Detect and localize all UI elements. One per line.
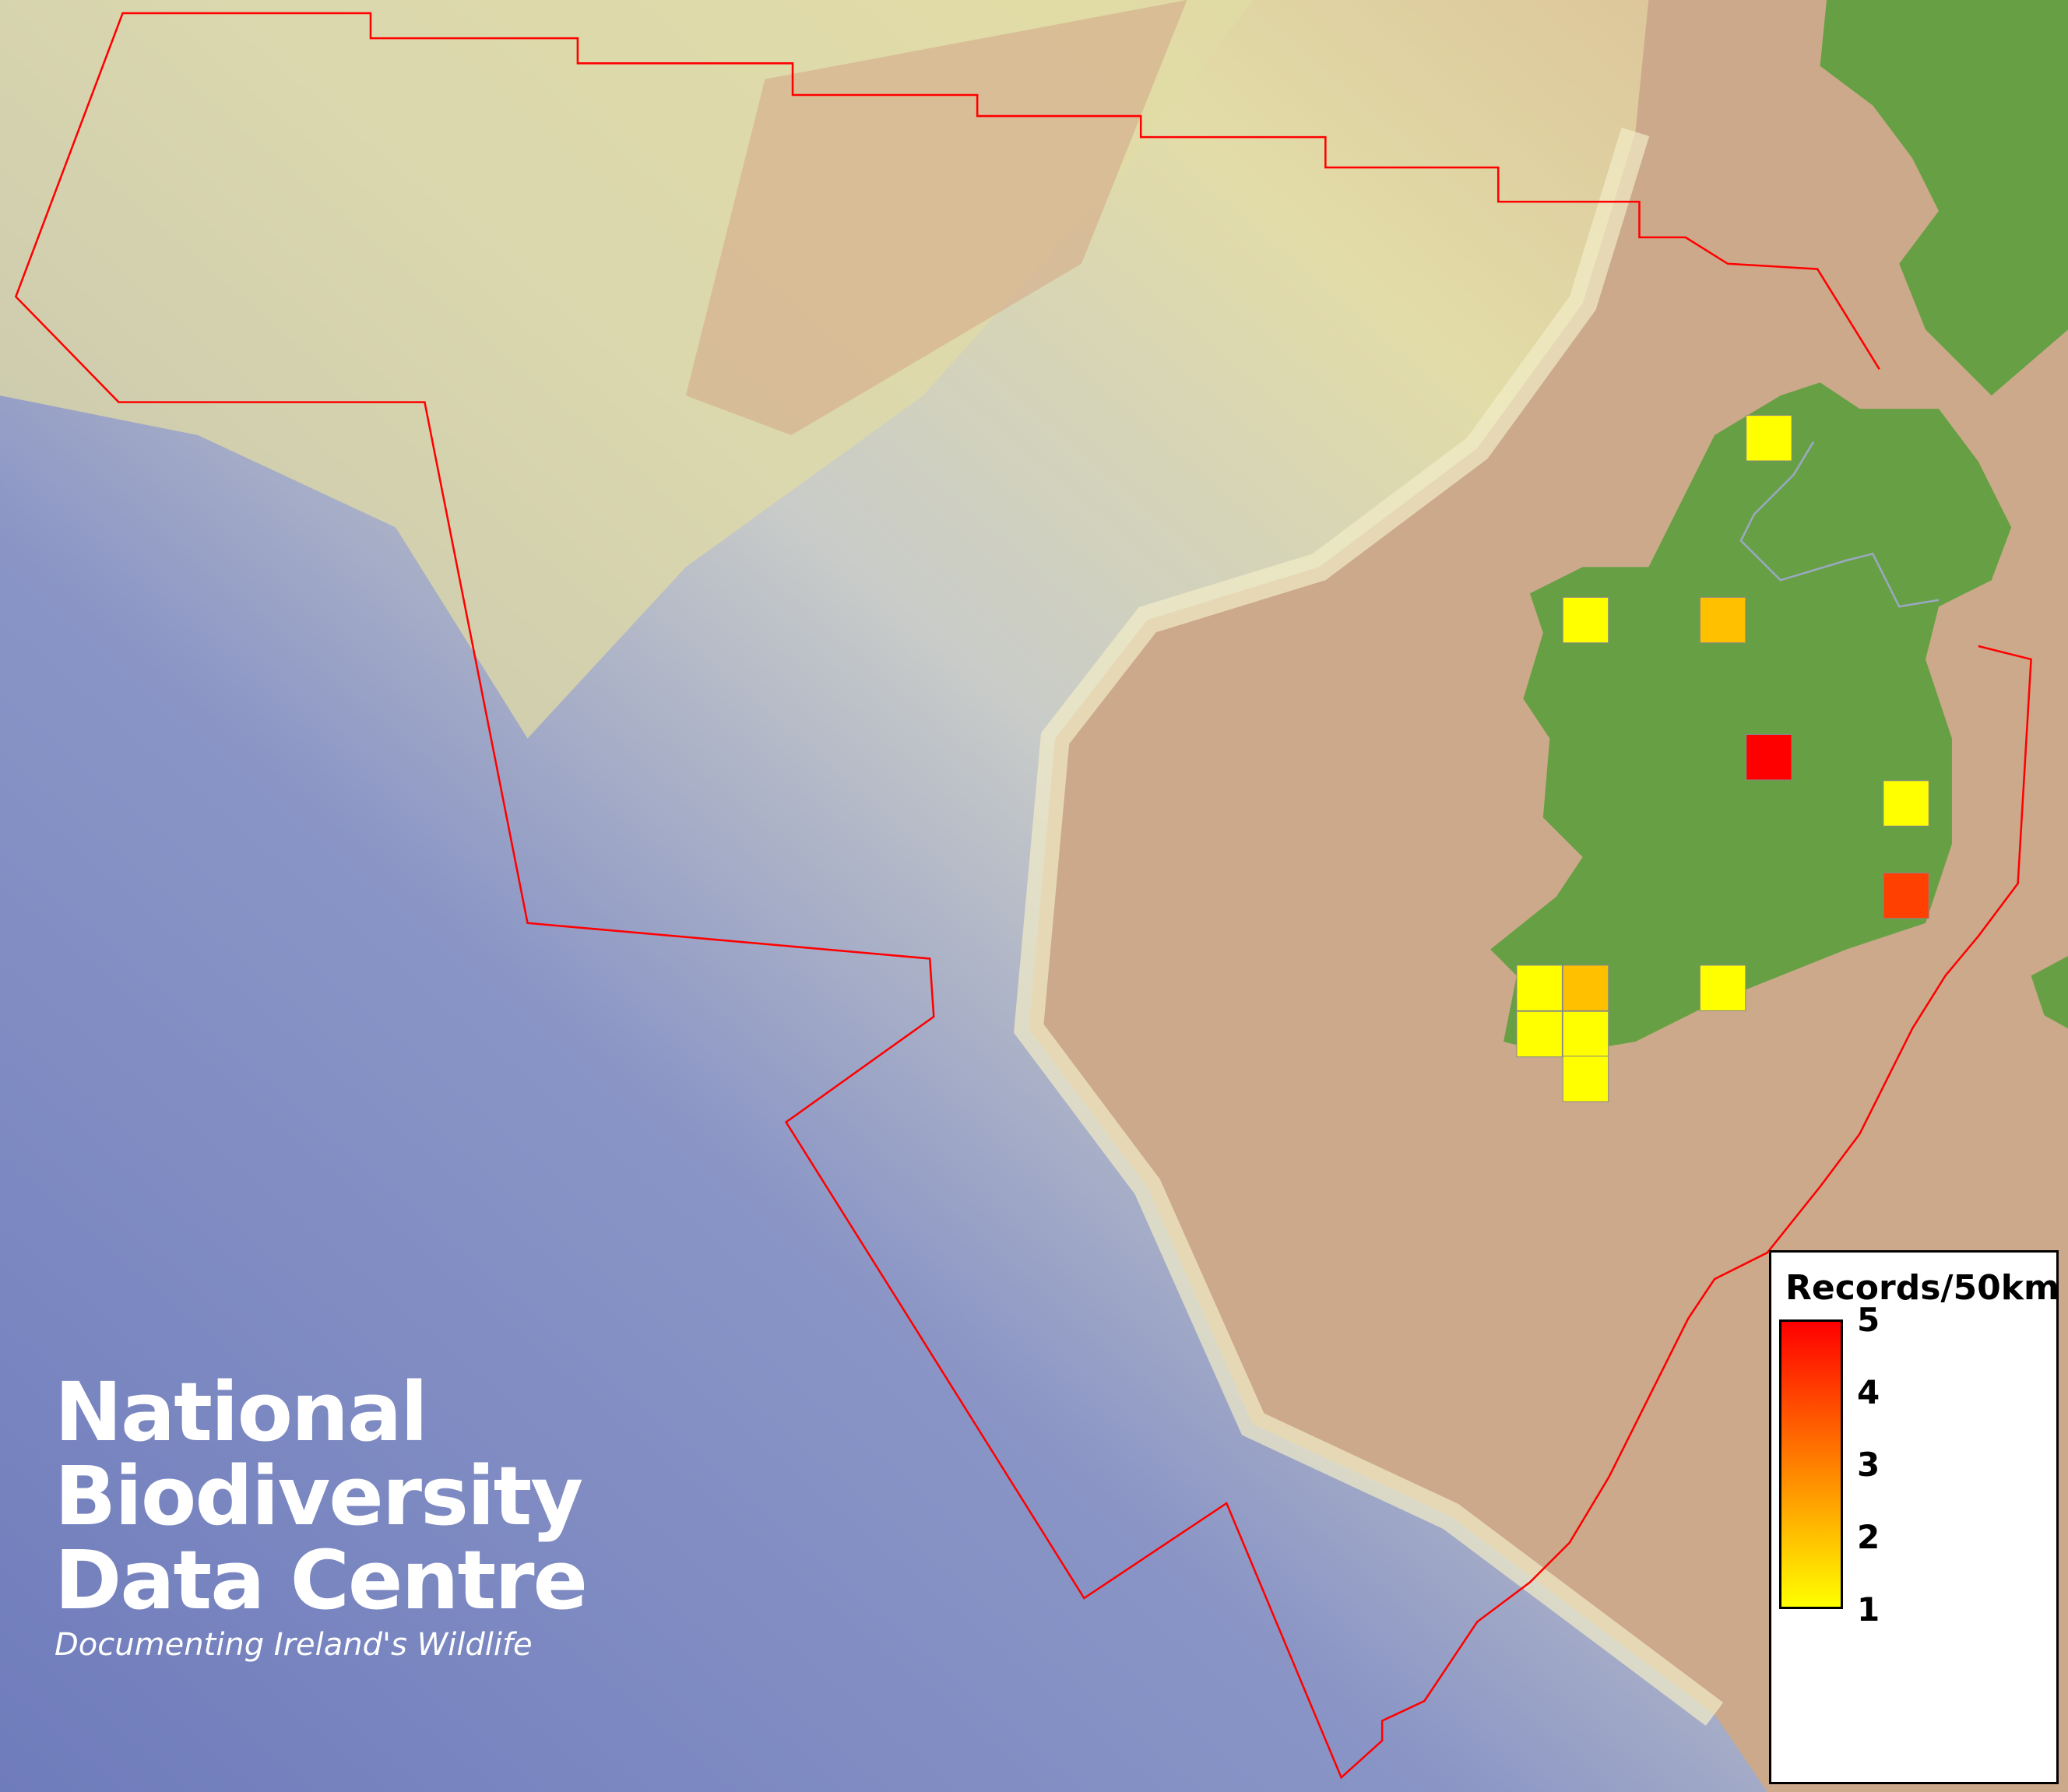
record-cell-value-4 xyxy=(1883,872,1929,919)
record-cell-value-1 xyxy=(1883,780,1929,827)
nbdc-logo: National Biodiversity Data Centre Docume… xyxy=(55,1365,588,1663)
legend-tick-1: 1 xyxy=(1857,1590,1880,1629)
logo-line-3: Data Centre xyxy=(55,1533,588,1628)
record-cell-value-2 xyxy=(1699,596,1746,644)
legend-color-ramp xyxy=(1779,1319,1843,1609)
logo-tagline: Documenting Ireland's Wildlife xyxy=(55,1627,533,1663)
record-cells xyxy=(1516,415,1929,1102)
record-cell-value-1 xyxy=(1516,965,1563,1011)
logo-line-2: Biodiversity xyxy=(55,1449,583,1544)
record-cell-value-1 xyxy=(1699,965,1746,1011)
record-cell-value-5 xyxy=(1746,733,1792,781)
eez-boundary-north xyxy=(14,12,2032,1780)
legend-title: Records/50km xyxy=(1785,1268,2059,1308)
record-cell-value-1 xyxy=(1516,1010,1563,1058)
legend-tick-2: 2 xyxy=(1857,1518,1880,1556)
record-cell-value-1 xyxy=(1562,1056,1609,1102)
rockall-bank xyxy=(685,0,1187,435)
legend-tick-3: 3 xyxy=(1857,1446,1880,1484)
legend-tick-4: 4 xyxy=(1857,1373,1880,1411)
border-line xyxy=(1739,441,1940,608)
scotland-landmass xyxy=(1820,0,2068,396)
ireland-landmass xyxy=(1490,382,2012,1056)
record-cell-value-1 xyxy=(1746,415,1792,462)
legend-tick-5: 5 xyxy=(1857,1301,1880,1339)
record-cell-value-2 xyxy=(1562,965,1609,1011)
shelf-edge xyxy=(1014,127,1724,1726)
wales-landmass xyxy=(2031,956,2068,1029)
legend: Records/50km 5 4 3 2 1 xyxy=(1769,1250,2059,1784)
record-cell-value-1 xyxy=(1562,596,1609,644)
record-cell-value-1 xyxy=(1562,1010,1609,1058)
logo-line-1: National xyxy=(55,1365,428,1460)
